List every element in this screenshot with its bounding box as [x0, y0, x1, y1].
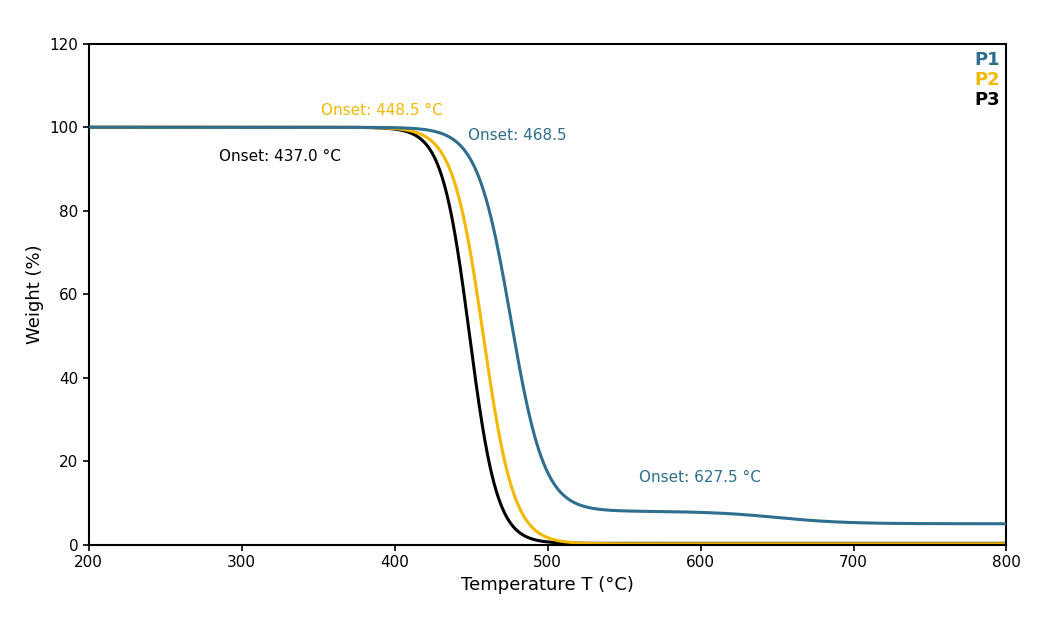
Legend: P1, P2, P3: P1, P2, P3: [974, 51, 999, 109]
Text: Onset: 448.5 °C: Onset: 448.5 °C: [321, 103, 443, 118]
X-axis label: Temperature Τ (°C): Temperature Τ (°C): [461, 575, 634, 593]
Text: Onset: 627.5 °C: Onset: 627.5 °C: [639, 470, 761, 485]
Y-axis label: Weight (%): Weight (%): [26, 244, 44, 344]
Text: Onset: 437.0 °C: Onset: 437.0 °C: [219, 149, 341, 164]
Text: Onset: 468.5: Onset: 468.5: [468, 128, 566, 143]
